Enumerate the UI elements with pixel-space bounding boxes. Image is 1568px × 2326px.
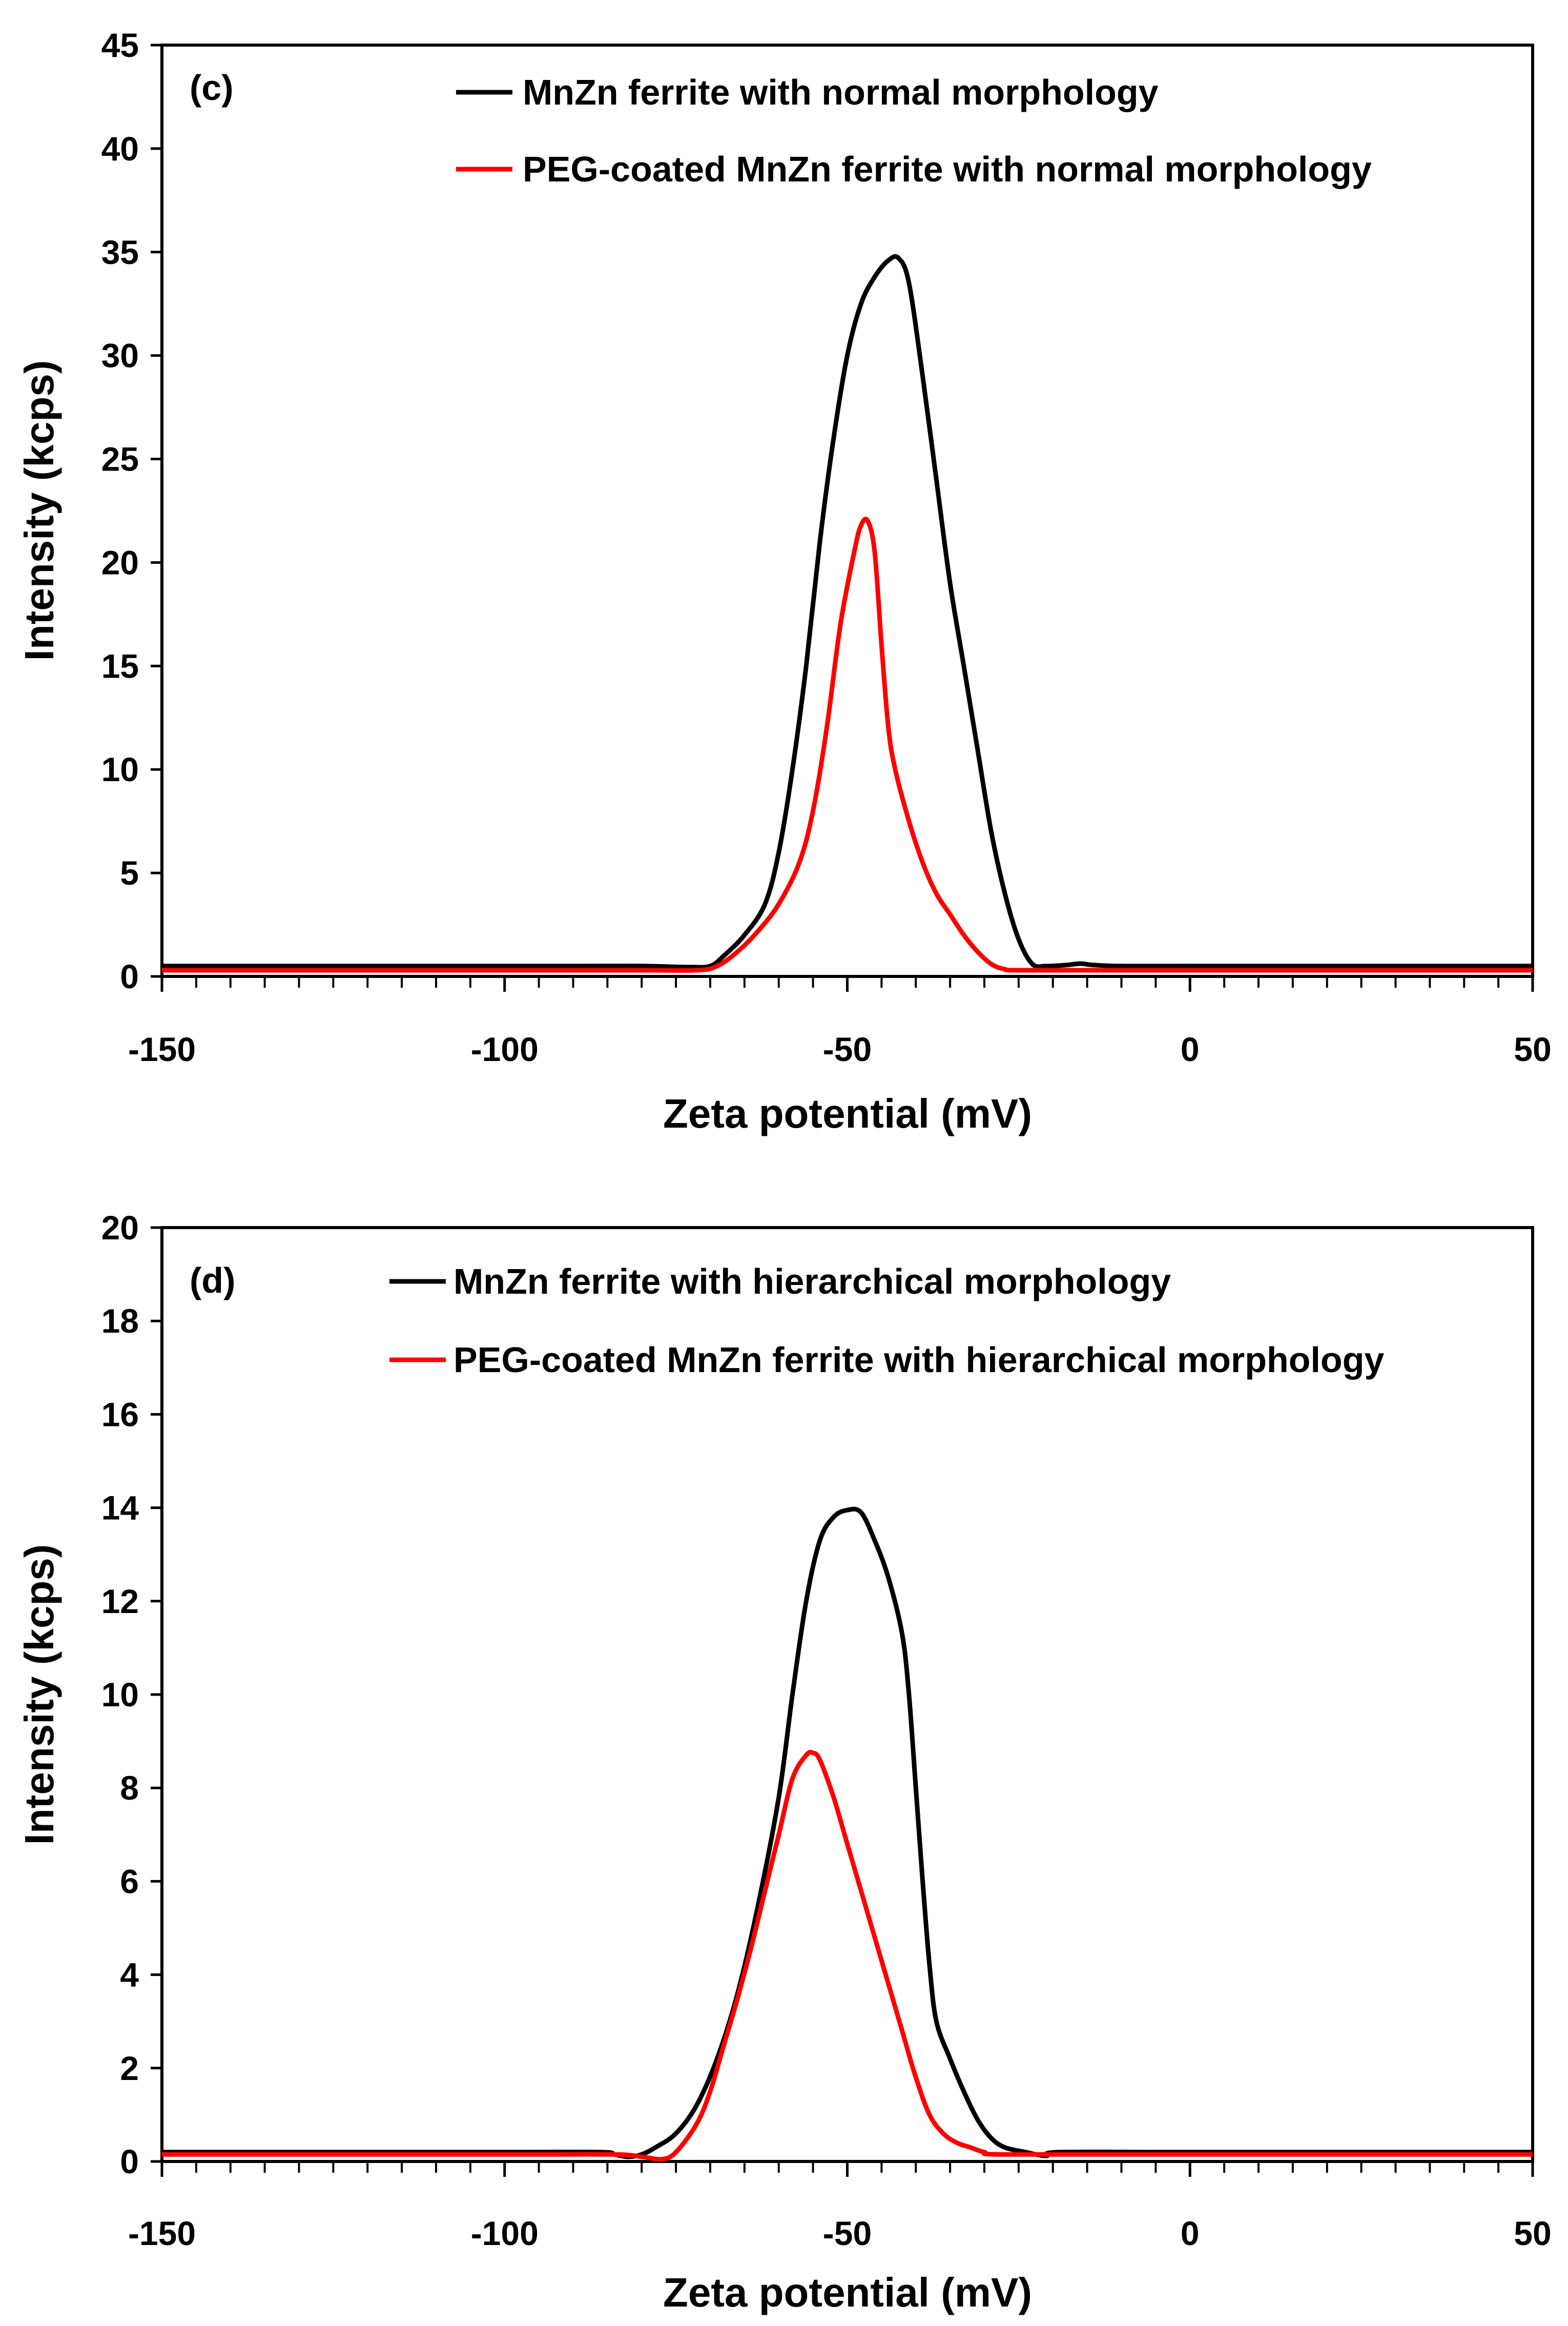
y-tick-label: 18	[101, 1302, 139, 1340]
legend-label-c-red: PEG-coated MnZn ferrite with normal morp…	[523, 149, 1372, 189]
x-tick-label: -100	[471, 2214, 539, 2252]
y-tick-label: 4	[120, 1956, 139, 1994]
series-line-c-black	[162, 254, 1533, 970]
series-line-d-black	[162, 1506, 1533, 2159]
legend-label-c-black: MnZn ferrite with normal morphology	[523, 72, 1159, 112]
y-tick-label: 0	[120, 957, 139, 995]
y-axis-title-d: Intensity (kcps)	[16, 1544, 62, 1845]
x-tick-label: -50	[823, 2214, 872, 2252]
x-tick-label: 50	[1514, 1030, 1551, 1068]
panel-label-c: (c)	[190, 68, 234, 108]
y-axis-title-c: Intensity (kcps)	[16, 360, 62, 661]
x-tick-label: 50	[1514, 2214, 1551, 2252]
y-tick-labels-d: 0 2 4 6 8 10 12 14 16 18 20	[101, 1209, 162, 2180]
x-axis-title-d: Zeta potential (mV)	[663, 2270, 1032, 2315]
x-tick-label: -50	[823, 1030, 872, 1068]
x-tick-label: 0	[1181, 1030, 1200, 1068]
legend-label-d-red: PEG-coated MnZn ferrite with hierarchica…	[453, 1340, 1384, 1380]
legend-c: MnZn ferrite with normal morphology PEG-…	[456, 72, 1372, 189]
y-tick-label: 30	[101, 337, 139, 375]
y-tick-label: 12	[101, 1582, 139, 1620]
series-line-c-red	[162, 517, 1533, 973]
y-tick-label: 45	[101, 26, 139, 64]
panel-d: 0 2 4 6 8 10 12 14 16 18 20 -150 -100 -50 0 50 (d) MnZ…	[16, 1209, 1552, 2315]
y-tick-label: 5	[120, 854, 139, 892]
minor-ticks-d	[161, 2161, 1534, 2173]
legend-label-d-black: MnZn ferrite with hierarchical morpholog…	[453, 1261, 1171, 1301]
minor-ticks-c	[161, 976, 1534, 988]
y-tick-label: 10	[101, 1676, 139, 1713]
y-tick-label: 0	[120, 2143, 139, 2180]
legend-d: MnZn ferrite with hierarchical morpholog…	[389, 1261, 1384, 1380]
x-tick-label: 0	[1181, 2214, 1200, 2252]
y-tick-label: 8	[120, 1769, 139, 1807]
y-tick-label: 20	[101, 1209, 139, 1247]
series-lines-d	[161, 1506, 1533, 2162]
y-tick-label: 20	[101, 543, 139, 581]
x-tick-label: -100	[471, 1030, 539, 1068]
y-tick-label: 6	[120, 1862, 139, 1900]
y-tick-label: 15	[101, 647, 139, 685]
y-tick-label: 40	[101, 130, 139, 168]
series-line-d-red	[161, 1749, 1533, 2162]
y-tick-label: 16	[101, 1395, 139, 1433]
panel-label-d: (d)	[190, 1260, 235, 1300]
series-lines-c	[162, 254, 1533, 973]
y-tick-label: 25	[101, 440, 139, 478]
y-tick-labels-c: 0 5 10 15 20 25 30 35 40 45	[101, 26, 162, 995]
y-tick-label: 10	[101, 750, 139, 788]
x-axis-title-c: Zeta potential (mV)	[663, 1091, 1032, 1136]
y-tick-label: 35	[101, 233, 139, 271]
x-tick-labels-d: -150 -100 -50 0 50	[128, 2161, 1552, 2252]
panel-c: 0 5 10 15 20 25 30 35 40 45 -150 -100 -50 0 50 (c) Mn…	[16, 26, 1552, 1136]
x-tick-label: -150	[128, 1030, 196, 1068]
y-tick-label: 2	[120, 2049, 139, 2087]
x-tick-labels-c: -150 -100 -50 0 50	[128, 976, 1552, 1068]
y-tick-label: 14	[101, 1489, 139, 1527]
x-tick-label: -150	[128, 2214, 196, 2252]
